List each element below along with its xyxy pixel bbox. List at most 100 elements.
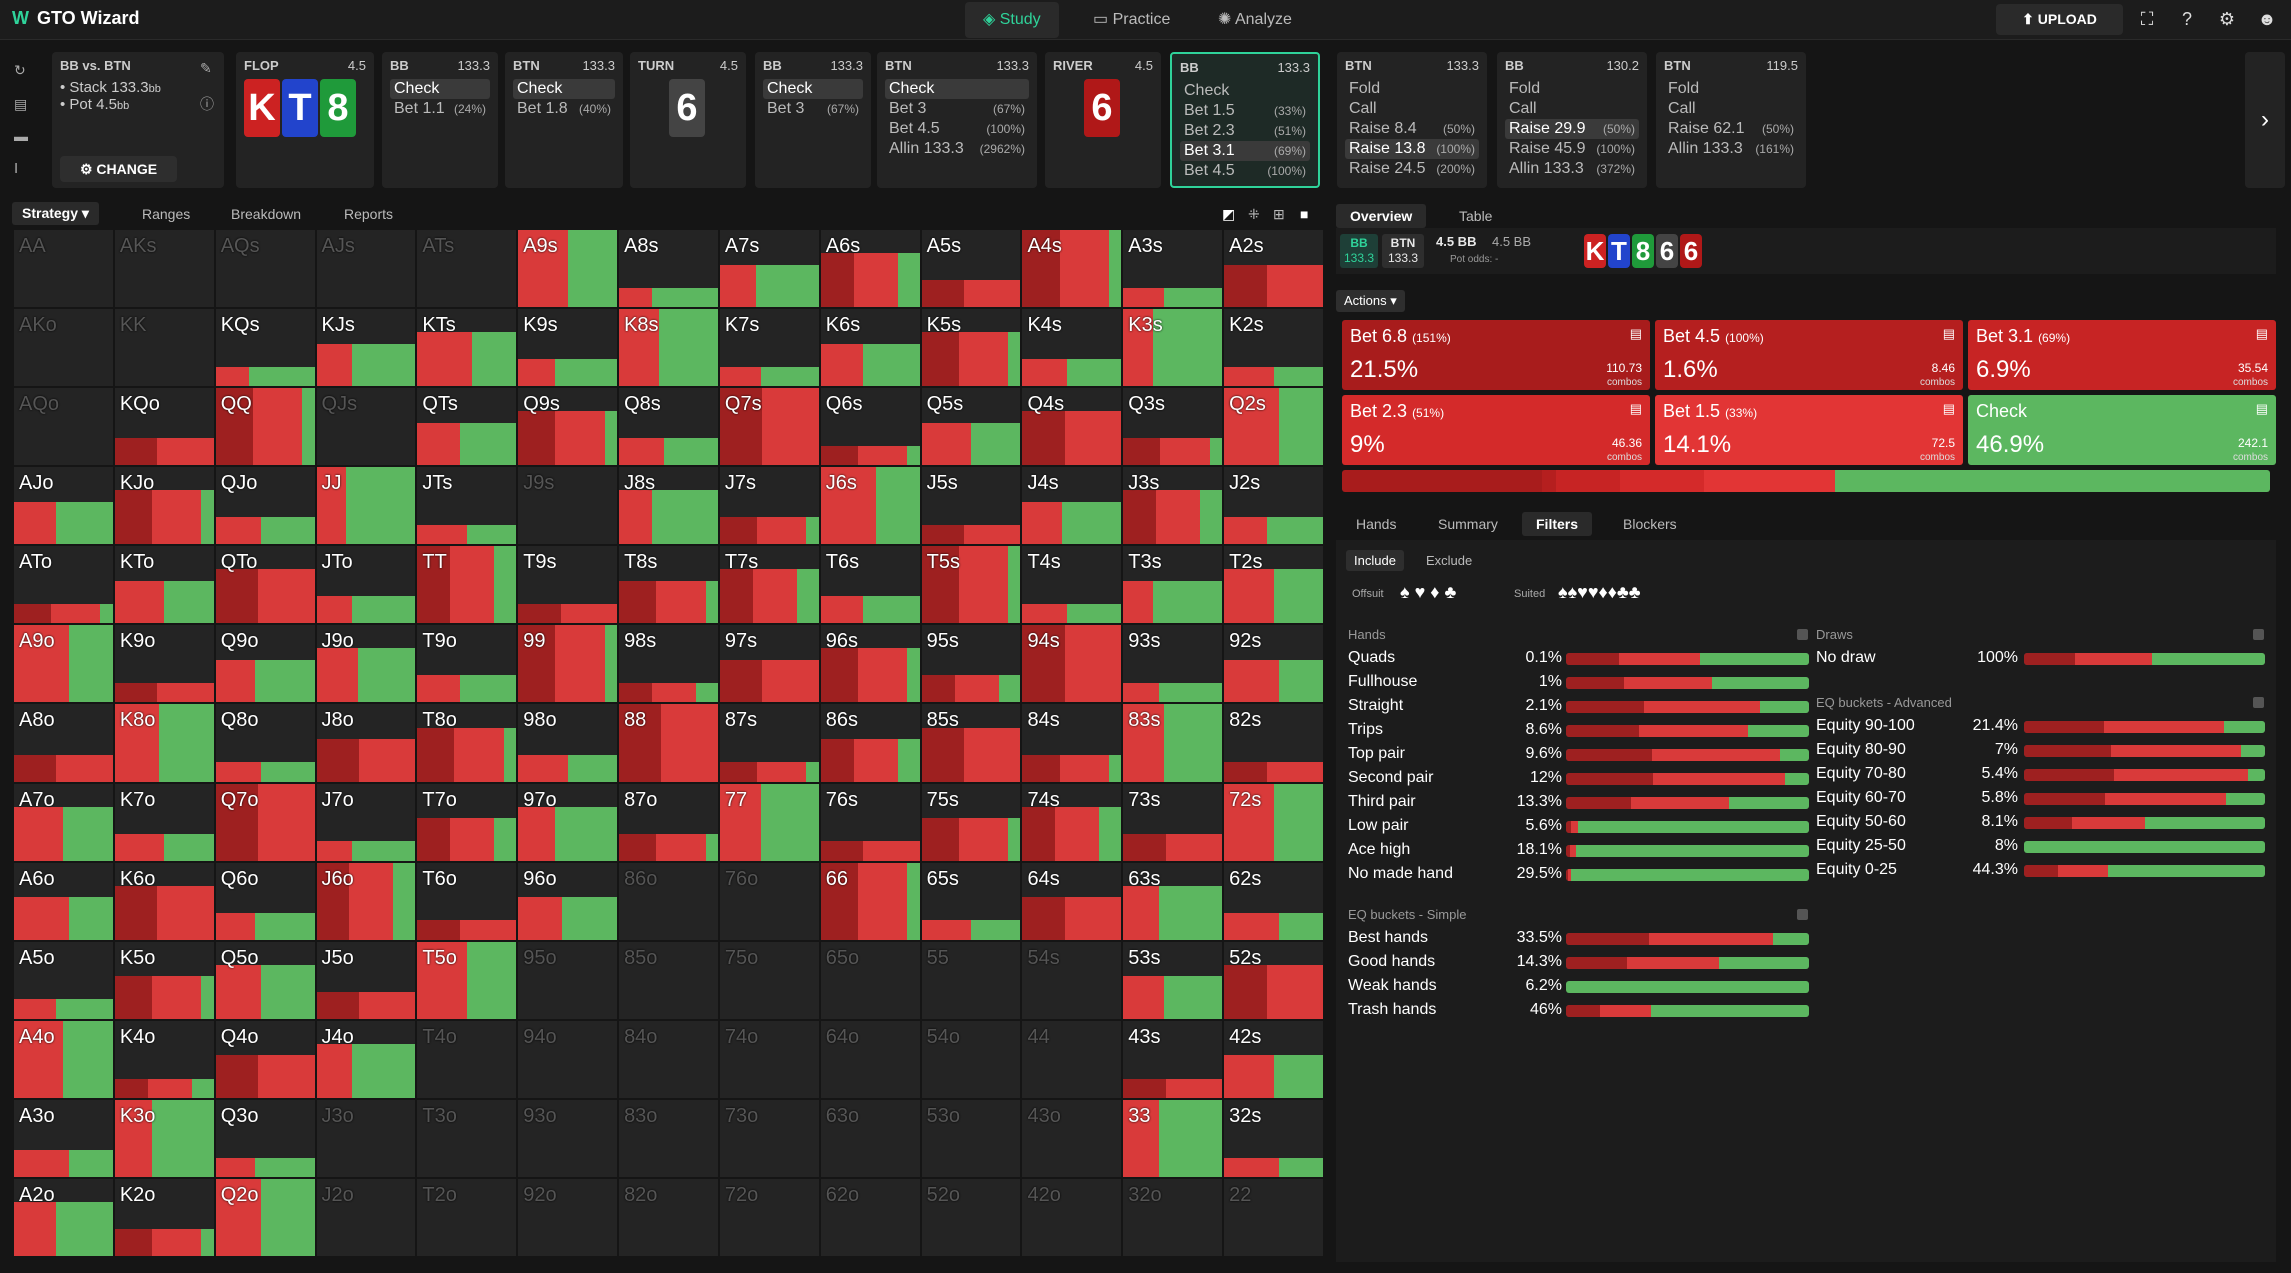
street-river-6[interactable]: RIVER 4.5 6 [1045,52,1161,188]
hand-cell[interactable]: Q8o [215,704,315,782]
hand-cell[interactable]: J9o [316,625,416,703]
hand-cell[interactable]: K7o [114,783,214,861]
hand-cell[interactable]: 84s [1022,704,1122,782]
hand-cell[interactable]: KK [114,309,214,387]
hand-cell[interactable]: T2o [417,1178,517,1256]
filter-row[interactable]: Quads 0.1% [1348,649,1809,669]
node-bb-4[interactable]: BB 133.3 Check Bet 3 (67%) [755,52,871,188]
upload-button[interactable]: ⬆ UPLOAD [1996,4,2123,35]
hand-cell[interactable]: 52o [921,1178,1021,1256]
hand-cell[interactable]: ATs [417,230,517,308]
screenshot-icon[interactable]: ⛶ [2140,9,2154,29]
hand-cell[interactable]: 44 [1022,1020,1122,1098]
hand-cell[interactable]: JTo [316,546,416,624]
hand-cell[interactable]: A7s [719,230,819,308]
hand-cell[interactable]: Q9s [518,388,618,466]
hand-cell[interactable]: K4s [1022,309,1122,387]
node-action[interactable]: Fold [1349,80,1381,97]
hand-cell[interactable]: Q5s [921,388,1021,466]
tab-filters[interactable]: Filters [1522,512,1593,536]
tab-table[interactable]: Table [1459,208,1493,224]
hand-cell[interactable]: Q4o [215,1020,315,1098]
list-icon[interactable]: ▤ [2255,401,2268,416]
edit-icon[interactable]: ✎ [200,60,212,76]
hand-cell[interactable]: 42o [1022,1178,1122,1256]
hand-cell[interactable]: Q7s [719,388,819,466]
hand-cell[interactable]: 92o [518,1178,618,1256]
hand-cell[interactable]: 54o [921,1020,1021,1098]
filter-row[interactable]: Low pair 5.6% [1348,817,1809,837]
hand-cell[interactable]: 99 [518,625,618,703]
hand-cell[interactable]: 54s [1022,941,1122,1019]
hand-cell[interactable]: 65s [921,862,1021,940]
offsuit-suits-icons[interactable]: ♠ ♥ ♦ ♣ [1400,582,1457,602]
hand-cell[interactable]: A7o [14,783,113,861]
hand-cell[interactable]: K2o [114,1178,214,1256]
hand-cell[interactable]: Q2o [215,1178,315,1256]
hand-cell[interactable]: Q6o [215,862,315,940]
filter-row[interactable]: Fullhouse 1% [1348,673,1809,693]
node-action[interactable]: Raise 29.9 (50%) [1505,119,1639,139]
table-icon[interactable]: ▬ [14,128,28,144]
hand-cell[interactable]: K9s [518,309,618,387]
hand-cell[interactable]: 66 [820,862,920,940]
hand-cell[interactable]: ATo [14,546,113,624]
action-box-bet-1-5[interactable]: Bet 1.5 (33%) 14.1% ▤ 72.5 combos [1655,395,1963,465]
hand-cell[interactable]: AJs [316,230,416,308]
node-action[interactable]: Raise 8.4 (50%) [1349,120,1475,137]
hand-cell[interactable]: A5s [921,230,1021,308]
hand-cell[interactable]: KJs [316,309,416,387]
hand-cell[interactable]: 83s [1123,704,1223,782]
hand-cell[interactable]: 63s [1123,862,1223,940]
suited-suits-icons[interactable]: ♠♠♥♥♦♦♣♣ [1558,582,1641,602]
filter-row[interactable]: Trash hands 46% [1348,1001,1809,1021]
filter-row[interactable]: Equity 90-100 21.4% [1816,717,2265,737]
hand-cell[interactable]: 32s [1224,1099,1323,1177]
tab-strategy[interactable]: Strategy ▾ [12,202,99,225]
section-checkbox[interactable] [2253,629,2264,640]
node-action[interactable]: Bet 4.5 (100%) [1184,162,1306,179]
hand-cell[interactable]: 95s [921,625,1021,703]
hand-cell[interactable]: A2o [14,1178,113,1256]
hand-cell[interactable]: AQo [14,388,113,466]
hand-cell[interactable]: 64o [820,1020,920,1098]
hand-cell[interactable]: J6s [820,467,920,545]
node-btn-2[interactable]: BTN 133.3 Check Bet 1.8 (40%) [505,52,623,188]
hand-cell[interactable]: 75o [719,941,819,1019]
hand-cell[interactable]: Q9o [215,625,315,703]
hand-cell[interactable]: T4o [417,1020,517,1098]
node-btn-10[interactable]: BTN 119.5 Fold Call Raise 62.1 (50%) Allin 133… [1656,52,1806,188]
hand-cell[interactable]: 72s [1224,783,1323,861]
list-icon[interactable]: ▤ [2255,326,2268,341]
hand-cell[interactable]: 94o [518,1020,618,1098]
hand-cell[interactable]: AKs [114,230,214,308]
hand-cell[interactable]: Q3s [1123,388,1223,466]
node-bb-1[interactable]: BB 133.3 Check Bet 1.1 (24%) [382,52,498,188]
hand-cell[interactable]: J9s [518,467,618,545]
hand-cell[interactable]: K3s [1123,309,1223,387]
filter-row[interactable]: Equity 60-70 5.8% [1816,789,2265,809]
filter-row[interactable]: Straight 2.1% [1348,697,1809,717]
hand-cell[interactable]: QQ [215,388,315,466]
hand-cell[interactable]: J5s [921,467,1021,545]
hand-cell[interactable]: J2s [1224,467,1323,545]
tab-reports[interactable]: Reports [344,206,394,222]
node-action[interactable]: Bet 3.1 (69%) [1180,141,1310,161]
node-action[interactable]: Allin 133.3 (372%) [1509,160,1635,177]
reset-icon[interactable]: ↻ [14,62,26,78]
hand-cell[interactable]: 63o [820,1099,920,1177]
hand-cell[interactable]: A9s [518,230,618,308]
hand-cell[interactable]: 97s [719,625,819,703]
nav-practice[interactable]: ▭ Practice [1093,11,1171,28]
hand-cell[interactable]: 87o [619,783,718,861]
hand-cell[interactable]: 64s [1022,862,1122,940]
hand-cell[interactable]: J3o [316,1099,416,1177]
hand-cell[interactable]: KJo [114,467,214,545]
hand-cell[interactable]: KQo [114,388,214,466]
hand-cell[interactable]: T7o [417,783,517,861]
node-action[interactable]: Check [1184,82,1230,99]
filter-row[interactable]: Weak hands 6.2% [1348,977,1809,997]
filter-row[interactable]: Ace high 18.1% [1348,841,1809,861]
gear-icon[interactable]: ⚙ [2218,9,2236,29]
actions-dropdown[interactable]: Actions ▾ [1336,290,1405,312]
